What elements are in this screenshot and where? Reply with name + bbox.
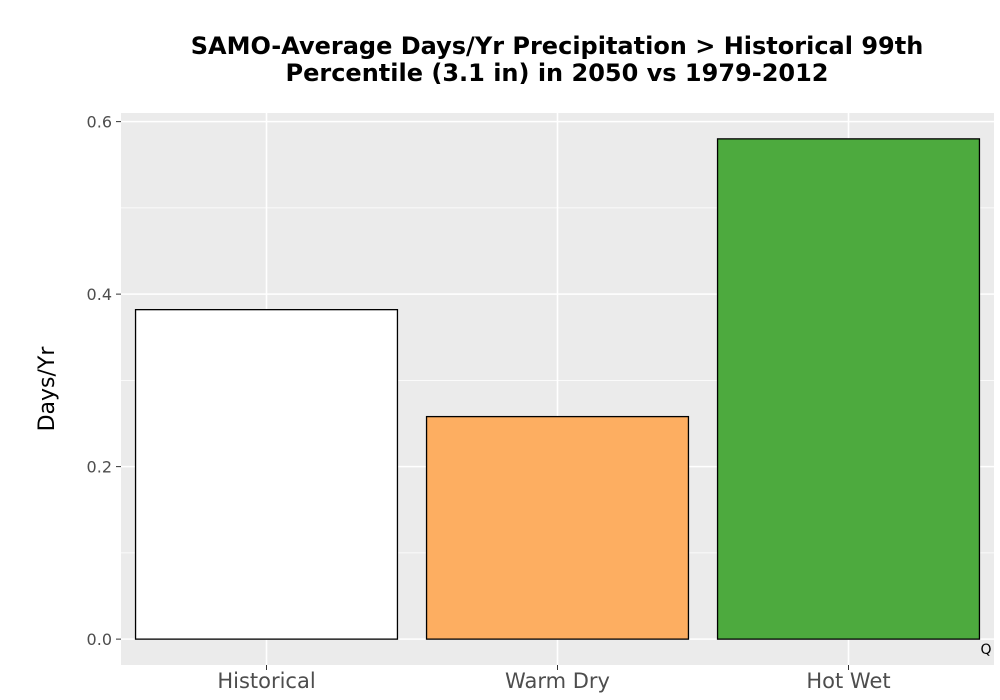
corner-note: Q (980, 642, 991, 658)
bar-warm-dry (425, 415, 690, 640)
bar-historical (134, 308, 399, 640)
y-axis-title: Days/Yr (35, 346, 60, 432)
chart-title-line-1: SAMO-Average Days/Yr Precipitation > His… (191, 32, 924, 60)
y-tick-label: 0.2 (87, 458, 112, 477)
bars (134, 138, 981, 640)
y-tick-label: 0.0 (87, 630, 112, 649)
y-tick-label: 0.4 (87, 285, 112, 304)
chart-title-line-2: Percentile (3.1 in) in 2050 vs 1979-2012 (286, 59, 829, 87)
x-tick-label: Historical (217, 669, 315, 693)
y-tick-label: 0.6 (87, 113, 112, 132)
bar-hot-wet (716, 138, 981, 640)
x-axis: Historical Warm Dry Hot Wet (217, 665, 891, 693)
x-tick-label: Warm Dry (505, 669, 610, 693)
x-tick-label: Hot Wet (806, 669, 890, 693)
y-axis: 0.0 0.2 0.4 0.6 (87, 113, 121, 649)
